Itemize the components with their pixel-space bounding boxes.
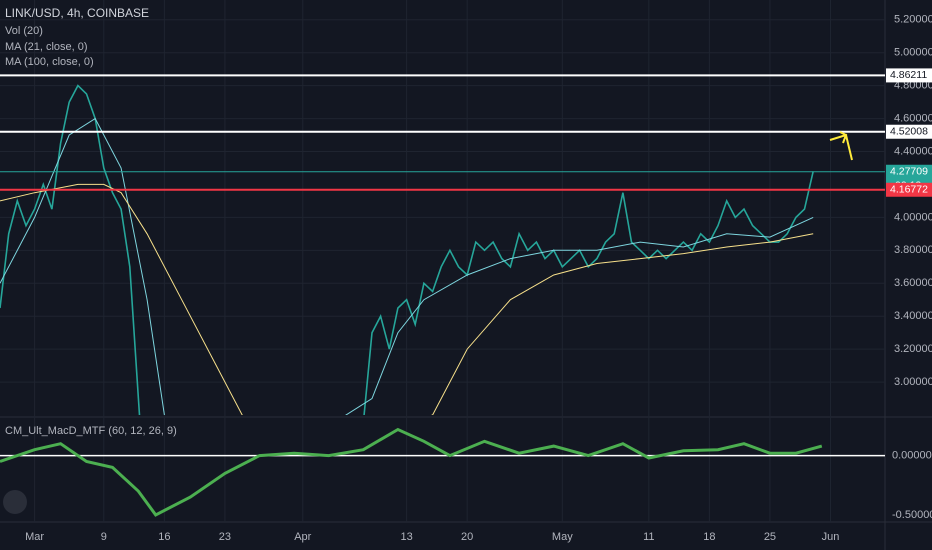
chart-title: LINK/USD, 4h, COINBASE <box>5 6 149 20</box>
price-label-bg <box>886 182 932 197</box>
price-pane <box>0 74 885 415</box>
legend-item: MA (21, close, 0) <box>5 41 88 53</box>
y-tick-label: 3.00000 <box>894 376 932 388</box>
y-tick-label: 4.00000 <box>894 211 932 223</box>
x-tick-label: 18 <box>703 531 715 543</box>
legend-item: MA (100, close, 0) <box>5 56 94 68</box>
x-tick-label: 9 <box>101 531 107 543</box>
y-tick-label: 3.20000 <box>894 343 932 355</box>
macd-pane <box>0 427 885 517</box>
grid <box>0 0 885 522</box>
y-tick-label: 4.60000 <box>894 112 932 124</box>
x-tick-label: Jun <box>822 531 840 543</box>
axes: Mar 9 16 23 Apr 13 20 May 11 18 25 Jun 5.20000 5.0000… <box>25 14 932 543</box>
price-line <box>0 183 814 415</box>
price-label: 4.86211 <box>890 69 927 81</box>
x-tick-label: Apr <box>294 531 311 543</box>
price-label-bg <box>886 68 932 83</box>
y-tick-label: 3.40000 <box>894 310 932 322</box>
macd-line <box>0 427 823 517</box>
legend-item: Vol (20) <box>5 25 43 37</box>
x-tick-label: 23 <box>219 531 231 543</box>
y-tick-label: 4.80000 <box>894 80 932 92</box>
x-tick-label: Mar <box>25 531 44 543</box>
arrow-annotation <box>829 131 853 161</box>
x-tick-label: May <box>552 531 573 543</box>
x-tick-label: 11 <box>643 531 654 543</box>
x-tick-label: 13 <box>400 531 412 543</box>
x-tick-label: 25 <box>764 531 776 543</box>
price-label-bg <box>886 124 932 139</box>
y-tick-label: 0.00000 <box>892 449 932 461</box>
logo[interactable] <box>3 490 27 514</box>
price-line <box>0 84 814 415</box>
x-tick-label: 20 <box>461 531 473 543</box>
y-tick-label: 3.60000 <box>894 277 932 289</box>
y-tick-label: 4.40000 <box>894 145 932 157</box>
price-label: 4.27709 <box>890 166 928 178</box>
y-tick-label: 3.80000 <box>894 244 932 256</box>
y-tick-label: -0.50000 <box>892 509 932 521</box>
price-line <box>0 117 814 415</box>
macd-title: CM_Ult_MacD_MTF (60, 12, 26, 9) <box>5 425 177 437</box>
x-tick-label: 16 <box>158 531 170 543</box>
price-label: 4.16772 <box>890 184 928 196</box>
y-tick-label: 5.00000 <box>894 47 932 59</box>
y-tick-label: 5.20000 <box>894 14 932 26</box>
price-label: 4.52008 <box>890 126 928 138</box>
